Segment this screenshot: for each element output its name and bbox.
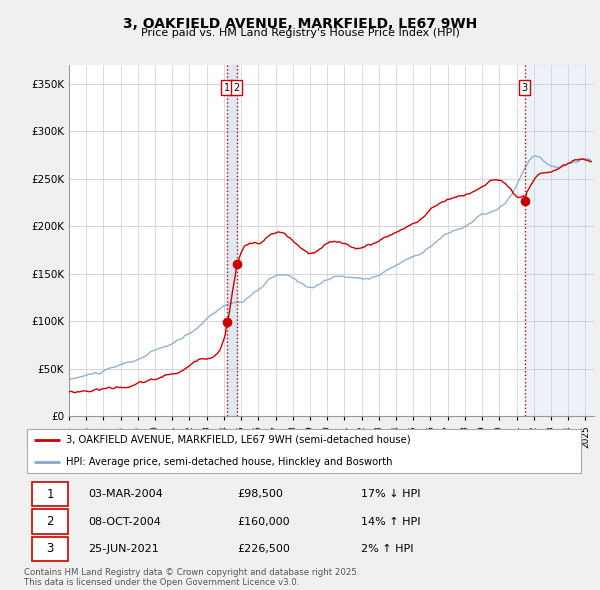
Text: £160,000: £160,000 — [237, 517, 290, 526]
Text: 2: 2 — [234, 83, 240, 93]
Text: 3: 3 — [522, 83, 528, 93]
Text: Contains HM Land Registry data © Crown copyright and database right 2025.
This d: Contains HM Land Registry data © Crown c… — [24, 568, 359, 587]
Text: 2: 2 — [46, 515, 54, 528]
Bar — [32, 537, 68, 561]
Text: £226,500: £226,500 — [237, 544, 290, 554]
Text: 1: 1 — [224, 83, 230, 93]
Text: £98,500: £98,500 — [237, 489, 283, 499]
Bar — [227, 65, 237, 416]
Text: 03-MAR-2004: 03-MAR-2004 — [89, 489, 163, 499]
Text: HPI: Average price, semi-detached house, Hinckley and Bosworth: HPI: Average price, semi-detached house,… — [66, 457, 392, 467]
Text: 2% ↑ HPI: 2% ↑ HPI — [361, 544, 413, 554]
Text: 1: 1 — [46, 488, 54, 501]
Text: 3: 3 — [46, 542, 54, 555]
Bar — [32, 509, 68, 534]
Text: 25-JUN-2021: 25-JUN-2021 — [89, 544, 159, 554]
Bar — [32, 482, 68, 506]
Text: 3, OAKFIELD AVENUE, MARKFIELD, LE67 9WH (semi-detached house): 3, OAKFIELD AVENUE, MARKFIELD, LE67 9WH … — [66, 435, 410, 445]
Text: 3, OAKFIELD AVENUE, MARKFIELD, LE67 9WH: 3, OAKFIELD AVENUE, MARKFIELD, LE67 9WH — [123, 17, 477, 31]
Text: 17% ↓ HPI: 17% ↓ HPI — [361, 489, 420, 499]
Text: 14% ↑ HPI: 14% ↑ HPI — [361, 517, 420, 526]
Text: 08-OCT-2004: 08-OCT-2004 — [89, 517, 161, 526]
Bar — [525, 65, 594, 416]
Text: Price paid vs. HM Land Registry's House Price Index (HPI): Price paid vs. HM Land Registry's House … — [140, 28, 460, 38]
